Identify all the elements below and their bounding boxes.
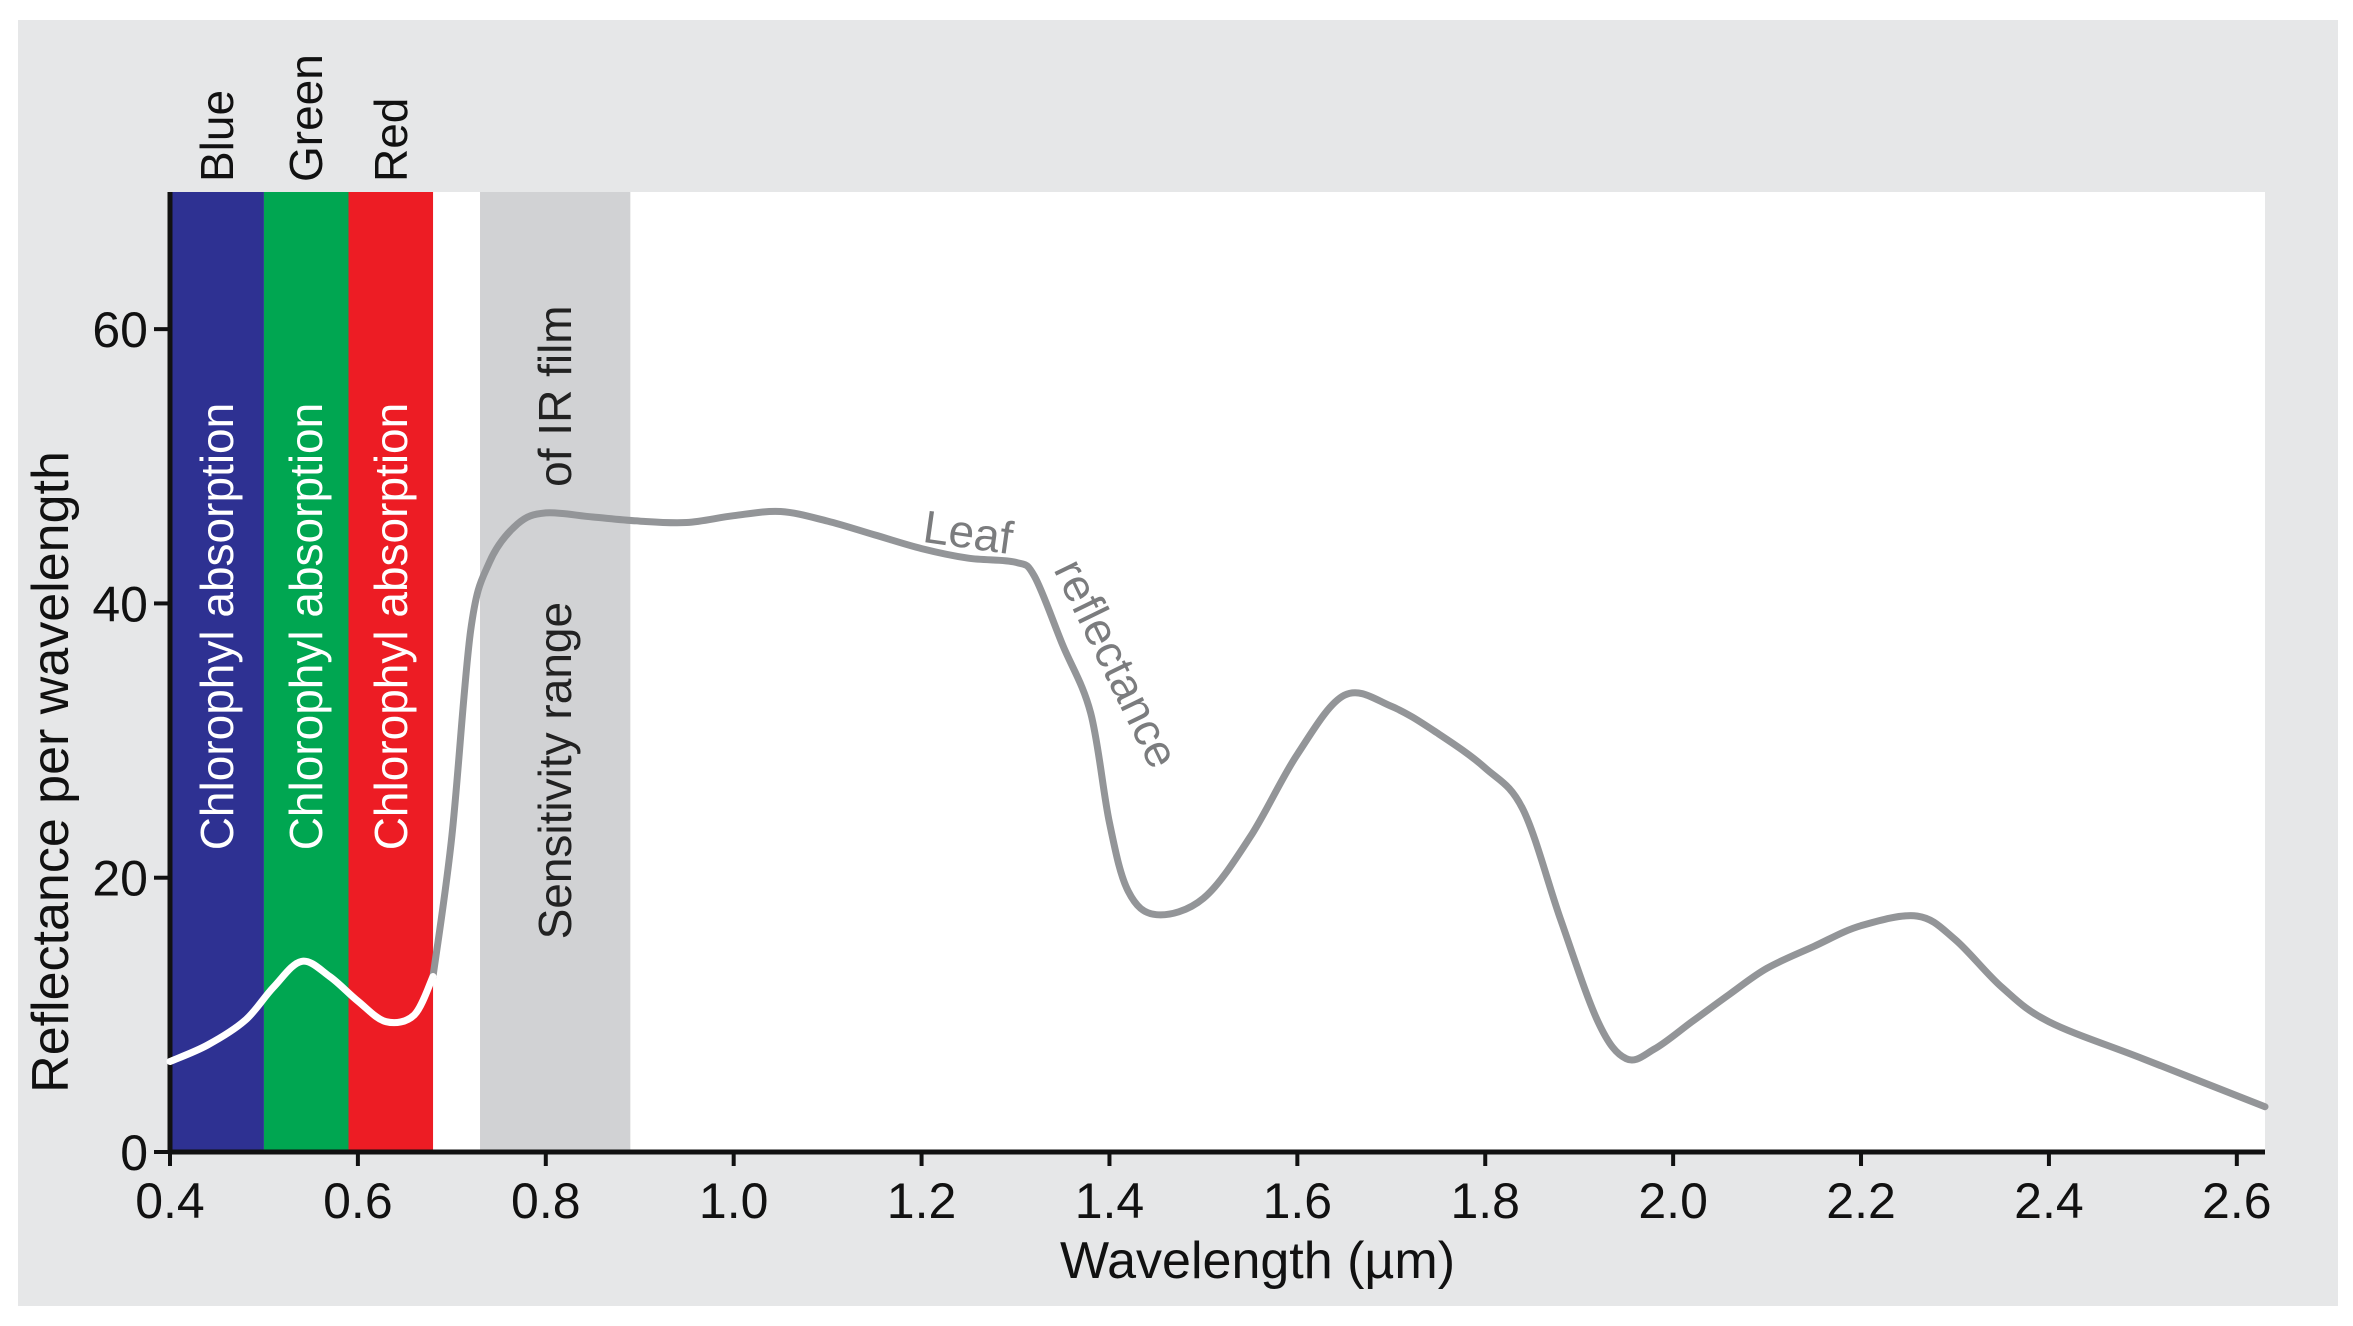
- x-tick-label: 0.4: [135, 1173, 205, 1229]
- y-tick-label: 40: [92, 576, 148, 632]
- ir-band-label-2: of IR film: [529, 305, 581, 486]
- y-axis-label: Reflectance per wavelength: [22, 451, 80, 1093]
- band-green: [263, 192, 349, 1152]
- x-tick-label: 0.8: [511, 1173, 581, 1229]
- x-tick-label: 0.6: [323, 1173, 393, 1229]
- x-tick-label: 2.2: [1826, 1173, 1896, 1229]
- x-tick-label: 2.6: [2202, 1173, 2272, 1229]
- y-tick-label: 20: [92, 851, 148, 907]
- band-absorption-label: Chlorophyl absorption: [365, 403, 417, 851]
- ir-film-band: [480, 192, 631, 1152]
- band-blue: [170, 192, 264, 1152]
- band-name-green: Green: [280, 54, 332, 182]
- x-tick-label: 1.0: [699, 1173, 769, 1229]
- x-axis-label: Wavelength (µm): [1060, 1232, 1455, 1290]
- x-tick-label: 1.2: [887, 1173, 957, 1229]
- y-tick-label: 60: [92, 302, 148, 358]
- band-name-blue: Blue: [191, 90, 243, 182]
- x-tick-label: 1.8: [1450, 1173, 1520, 1229]
- band-name-red: Red: [365, 98, 417, 182]
- x-tick-label: 2.4: [2014, 1173, 2084, 1229]
- band-absorption-label: Chlorophyl absorption: [280, 403, 332, 851]
- curve-label-leaf: Leaf: [920, 500, 1016, 564]
- band-absorption-label: Chlorophyl absorption: [191, 403, 243, 851]
- x-tick-label: 1.6: [1263, 1173, 1333, 1229]
- leaf-reflectance-line-visible: [166, 957, 437, 1065]
- leaf-reflectance-line: [429, 507, 2269, 1111]
- y-tick-label: 0: [120, 1125, 148, 1181]
- x-tick-label: 2.0: [1638, 1173, 1708, 1229]
- x-tick-label: 1.4: [1075, 1173, 1145, 1229]
- band-red: [348, 192, 434, 1152]
- ir-band-label-1: Sensitivity range: [529, 602, 581, 940]
